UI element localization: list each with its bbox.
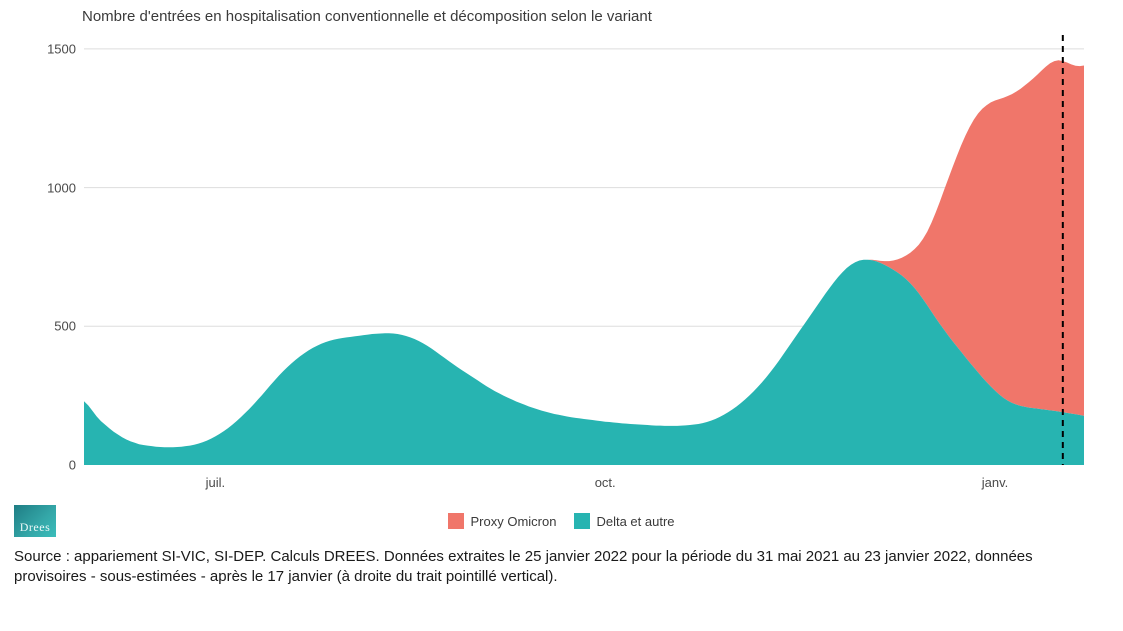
y-tick-label: 0 bbox=[69, 458, 76, 473]
legend-row: Drees Proxy Omicron Delta et autre bbox=[14, 505, 1109, 537]
y-tick-label: 500 bbox=[54, 319, 76, 334]
chart-title: Nombre d'entrées en hospitalisation conv… bbox=[82, 8, 1109, 25]
y-tick-label: 1500 bbox=[47, 41, 76, 56]
logo-text: Drees bbox=[20, 520, 50, 535]
legend-label: Delta et autre bbox=[596, 514, 674, 529]
plot-svg bbox=[84, 35, 1084, 465]
chart-area: 0 500 1000 1500 juil. oct. janv. bbox=[22, 29, 1092, 499]
legend-item-omicron: Proxy Omicron bbox=[448, 513, 556, 529]
x-tick-label: juil. bbox=[206, 475, 226, 490]
drees-logo: Drees bbox=[14, 505, 56, 537]
source-caption: Source : appariement SI-VIC, SI-DEP. Cal… bbox=[14, 547, 1109, 588]
legend-item-delta: Delta et autre bbox=[574, 513, 674, 529]
stacked-areas bbox=[84, 60, 1084, 465]
legend-swatch bbox=[574, 513, 590, 529]
legend-label: Proxy Omicron bbox=[470, 514, 556, 529]
x-tick-label: janv. bbox=[982, 475, 1009, 490]
figure-container: Nombre d'entrées en hospitalisation conv… bbox=[0, 0, 1123, 631]
y-tick-label: 1000 bbox=[47, 180, 76, 195]
legend-swatch bbox=[448, 513, 464, 529]
x-tick-label: oct. bbox=[595, 475, 616, 490]
legend: Proxy Omicron Delta et autre bbox=[56, 513, 1067, 529]
